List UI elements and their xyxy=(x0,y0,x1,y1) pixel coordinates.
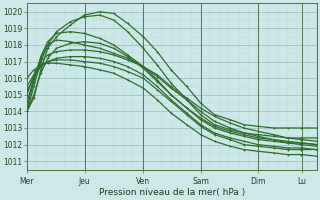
X-axis label: Pression niveau de la mer( hPa ): Pression niveau de la mer( hPa ) xyxy=(99,188,245,197)
